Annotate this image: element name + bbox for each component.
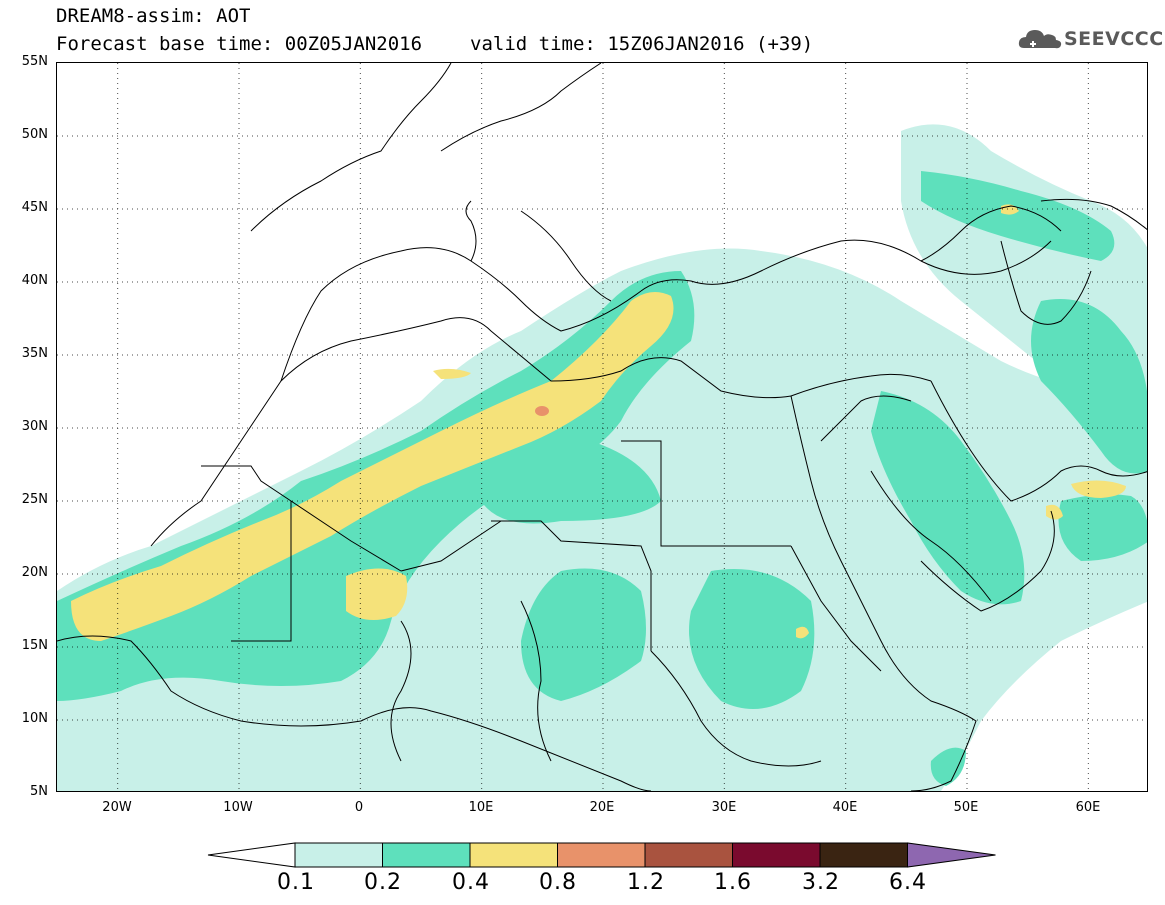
lon-label-60e: 60E [1075,800,1101,815]
colorbar-label-0-1: 0.1 [277,870,315,895]
map-frame [56,62,1148,792]
lat-label-25n: 25N [21,492,48,507]
colorbar-box [732,842,821,868]
lat-label-20n: 20N [21,565,48,580]
lon-label-20e: 20E [589,800,615,815]
time-info: Forecast base time: 00Z05JAN2016 valid ti… [56,34,813,54]
lon-label-10w: 10W [223,800,253,815]
lat-label-10n: 10N [21,711,48,726]
lat-label-50n: 50N [21,127,48,142]
map-canvas [57,63,1147,791]
lon-label-30e: 30E [711,800,737,815]
valid-time: valid time: 15Z06JAN2016 (+39) [470,33,814,55]
coastlines [57,63,1147,791]
colorbar-box [382,842,471,868]
grid-lines [57,63,1147,791]
base-time: Forecast base time: 00Z05JAN2016 [56,33,423,55]
lon-label-50e: 50E [953,800,979,815]
colorbar-box [294,842,383,868]
cloud-icon [1018,30,1062,49]
lat-label-30n: 30N [21,419,48,434]
colorbar-box [644,842,733,868]
aot-field-0-4 [71,204,1126,641]
lon-label-0: 0 [354,800,364,815]
chart-title: DREAM8-assim: AOT [56,5,251,27]
lat-label-55n: 55N [21,54,48,69]
lon-label-10e: 10E [468,800,494,815]
colorbar-label-0-2: 0.2 [364,870,402,895]
colorbar-label-0-8: 0.8 [539,870,577,895]
colorbar-box [469,842,558,868]
seevccc-logo: SEEVCCC [1018,24,1163,54]
colorbar-label-0-4: 0.4 [452,870,490,895]
aot-field-0-8 [535,406,549,416]
lat-label-40n: 40N [21,273,48,288]
lat-label-15n: 15N [21,638,48,653]
colorbar-below-triangle [207,842,296,868]
colorbar-label-3-2: 3.2 [802,870,840,895]
colorbar-box [557,842,646,868]
lon-label-40e: 40E [832,800,858,815]
logo-text: SEEVCCC [1064,28,1164,50]
lat-label-35n: 35N [21,346,48,361]
lat-label-5n: 5N [30,784,48,799]
colorbar-label-1-2: 1.2 [627,870,665,895]
colorbar-above-triangle [907,842,996,868]
colorbar-label-6-4: 6.4 [889,870,927,895]
colorbar-label-1-6: 1.6 [714,870,752,895]
colorbar [207,842,996,868]
lon-label-20w: 20W [102,800,132,815]
colorbar-box [819,842,908,868]
lat-label-45n: 45N [21,200,48,215]
